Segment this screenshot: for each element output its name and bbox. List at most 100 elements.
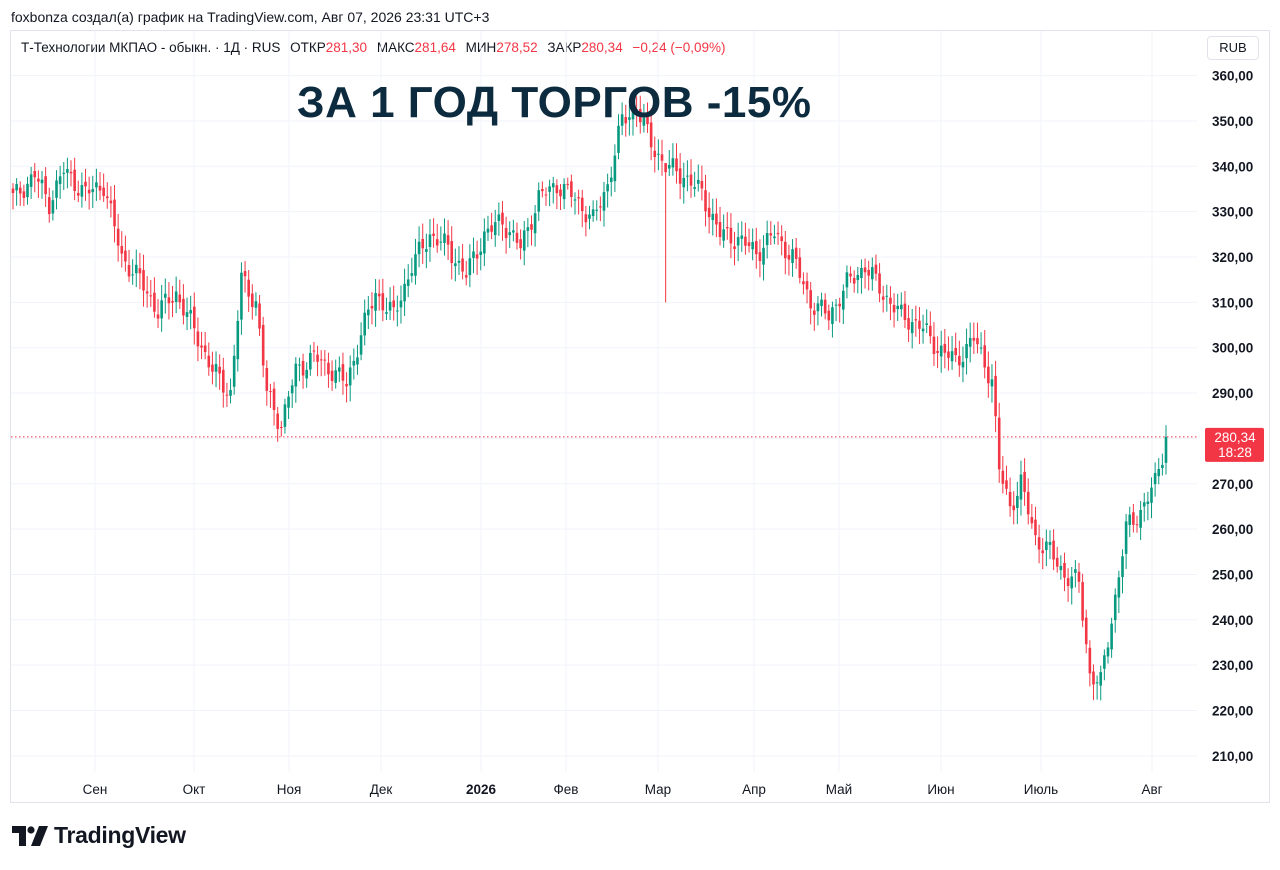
candle-body	[994, 375, 997, 417]
candle-body	[156, 314, 160, 319]
candle-body	[399, 300, 403, 308]
candle-body	[508, 232, 512, 236]
candle-body	[885, 295, 889, 297]
candle-body	[1055, 557, 1059, 567]
candle-body	[1008, 491, 1012, 507]
candle-body	[33, 170, 37, 178]
candle-body	[95, 182, 98, 188]
candle-body	[1019, 474, 1023, 500]
y-tick-label: 240,00	[1212, 613, 1253, 628]
candle-body	[896, 305, 899, 310]
candle-body	[812, 310, 816, 315]
candle-body	[211, 364, 214, 372]
candle-body	[1153, 472, 1157, 485]
candle-body	[497, 214, 501, 221]
candle-body	[134, 264, 138, 274]
candle-body	[468, 258, 472, 276]
candle-body	[229, 389, 232, 396]
candle-body	[1106, 647, 1110, 657]
low-value: 278,52	[496, 40, 538, 55]
candle-body	[537, 190, 541, 212]
candle-body	[704, 190, 707, 212]
chart-caption: foxbonza создал(а) график на TradingView…	[11, 9, 490, 25]
candle-body	[642, 117, 646, 126]
candle-body	[758, 252, 762, 262]
candle-body	[316, 354, 319, 362]
candle-body	[403, 283, 406, 302]
candle-body	[849, 273, 852, 277]
candle-body	[251, 293, 254, 308]
candle-body	[929, 325, 932, 337]
candle-body	[1092, 671, 1095, 685]
candle-body	[943, 343, 947, 353]
candle-body	[787, 255, 791, 260]
candle-body	[950, 351, 954, 362]
candle-body	[301, 360, 305, 376]
candle-body	[689, 174, 693, 186]
candle-body	[450, 241, 454, 264]
candle-body	[330, 370, 334, 382]
candle-body	[385, 312, 388, 314]
candle-body	[609, 177, 613, 183]
candle-body	[174, 291, 178, 302]
candle-body	[675, 158, 678, 172]
candle-body	[221, 369, 225, 393]
candle-body	[910, 322, 914, 334]
candle-body	[1026, 491, 1030, 515]
candle-body	[232, 355, 236, 387]
x-tick-label: Окт	[183, 782, 206, 797]
symbol-label[interactable]: Т-Технологии МКПАО - обыкн. · 1Д · RUS	[21, 40, 281, 55]
candle-body	[1146, 501, 1150, 504]
candle-body	[472, 251, 475, 259]
candle-body	[780, 236, 783, 242]
candle-body	[624, 117, 628, 124]
candle-body	[131, 274, 134, 276]
candle-body	[44, 176, 47, 195]
candle-body	[236, 320, 240, 360]
candle-body	[744, 236, 747, 246]
candle-body	[396, 310, 399, 312]
x-tick-label: Мар	[645, 782, 671, 797]
candle-body	[1150, 487, 1153, 503]
chart-headline: ЗА 1 ГОД ТОРГОВ -15%	[297, 78, 812, 127]
candle-body	[486, 228, 490, 233]
candle-body	[968, 338, 972, 347]
y-tick-label: 260,00	[1212, 522, 1253, 537]
candle-body	[265, 367, 269, 391]
candle-body	[900, 304, 903, 310]
candle-body	[892, 304, 896, 313]
high-label: МАКС	[376, 40, 415, 55]
candle-body	[613, 155, 617, 182]
candle-body	[84, 181, 87, 187]
currency-button[interactable]: RUB	[1207, 36, 1259, 60]
candle-body	[1142, 502, 1146, 507]
candle-body	[573, 199, 577, 201]
last-price-tag	[1205, 427, 1264, 462]
candle-body	[1139, 509, 1142, 528]
x-tick-label: Ноя	[277, 782, 302, 797]
candle-body	[29, 174, 33, 187]
candle-body	[638, 109, 642, 123]
candle-body	[878, 273, 881, 294]
candle-body	[276, 413, 279, 429]
candle-body	[1070, 576, 1074, 589]
y-tick-label: 250,00	[1212, 567, 1253, 582]
tradingview-logo[interactable]: TradingView	[12, 822, 186, 849]
candle-body	[874, 264, 878, 274]
candle-body	[1099, 672, 1103, 686]
candle-body	[628, 117, 631, 120]
candle-body	[1088, 647, 1092, 674]
candle-body	[976, 338, 979, 345]
candle-body	[406, 279, 410, 286]
candle-body	[1077, 571, 1081, 582]
candle-body	[1081, 582, 1084, 621]
symbol-legend: Т-Технологии МКПАО - обыкн. · 1Д · RUS О…	[21, 40, 732, 55]
candle-body	[381, 293, 385, 311]
candle-body	[454, 263, 457, 267]
candle-body	[820, 299, 823, 307]
candle-body	[1121, 556, 1124, 578]
last-price-tag-value: 280,34	[1214, 430, 1256, 445]
candle-body	[76, 192, 80, 196]
candle-body	[740, 235, 744, 239]
